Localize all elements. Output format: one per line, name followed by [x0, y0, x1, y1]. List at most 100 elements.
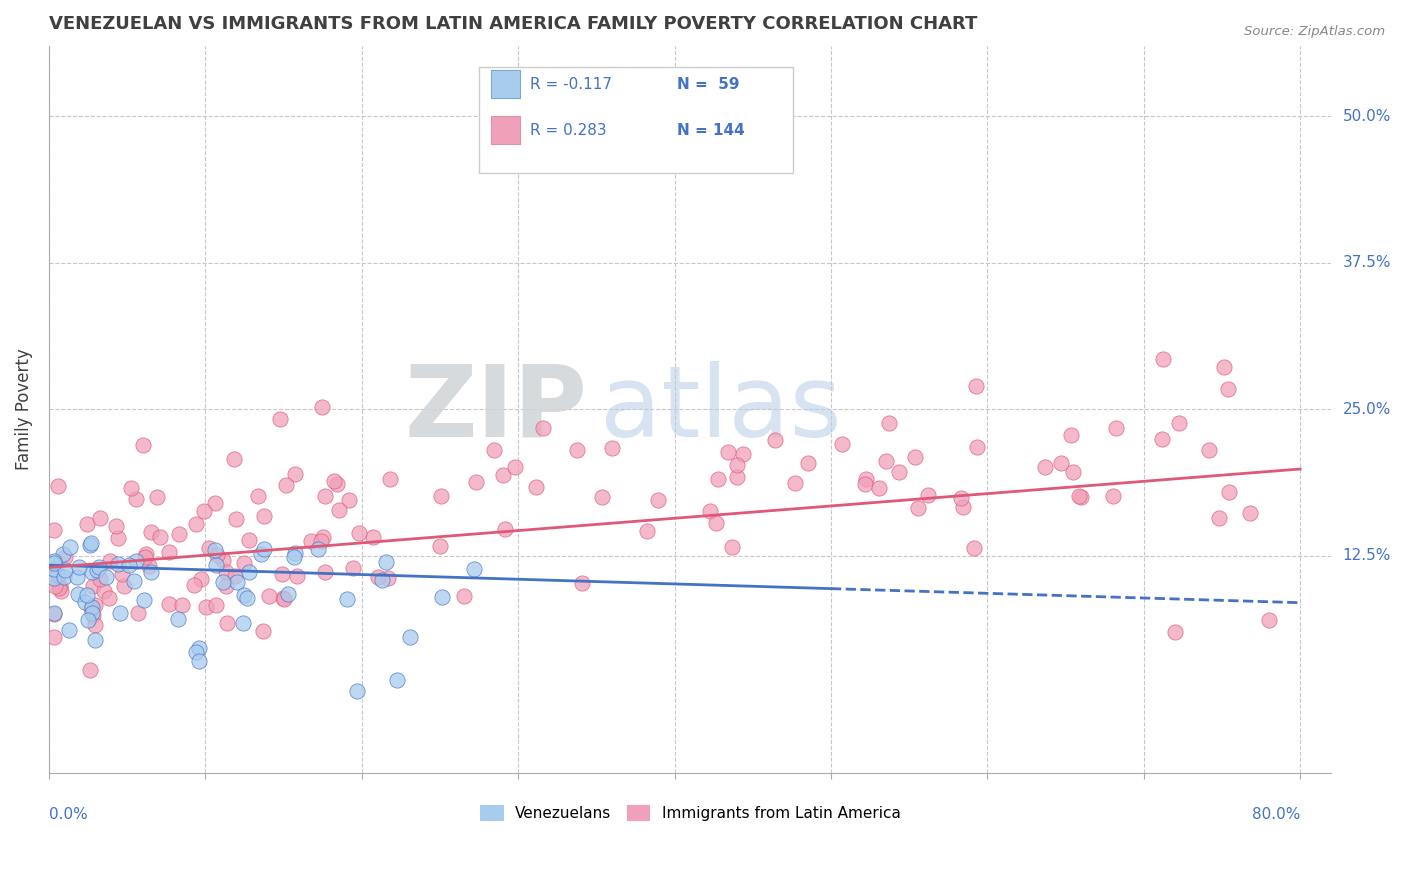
- Venezuelans: [82, 606, 104, 620]
- Venezuelans: [84, 632, 107, 647]
- Immigrants from Latin America: [44, 579, 66, 593]
- Venezuelans: [236, 591, 259, 606]
- Legend: Venezuelans, Immigrants from Latin America: Venezuelans, Immigrants from Latin Ameri…: [474, 799, 907, 827]
- Immigrants from Latin America: [89, 572, 111, 586]
- Venezuelans: [284, 546, 307, 560]
- Immigrants from Latin America: [503, 459, 526, 474]
- Immigrants from Latin America: [904, 450, 927, 465]
- Immigrants from Latin America: [247, 489, 270, 503]
- Immigrants from Latin America: [212, 552, 235, 566]
- Immigrants from Latin America: [907, 501, 929, 516]
- Immigrants from Latin America: [1152, 351, 1174, 366]
- Immigrants from Latin America: [796, 456, 818, 470]
- Immigrants from Latin America: [299, 534, 322, 549]
- Immigrants from Latin America: [159, 597, 181, 611]
- Immigrants from Latin America: [167, 527, 190, 541]
- Bar: [492, 70, 520, 98]
- Immigrants from Latin America: [917, 488, 939, 502]
- Immigrants from Latin America: [875, 454, 897, 468]
- Venezuelans: [238, 566, 260, 580]
- Immigrants from Latin America: [83, 617, 105, 632]
- Venezuelans: [87, 560, 110, 574]
- Venezuelans: [125, 553, 148, 567]
- Venezuelans: [107, 558, 129, 572]
- Immigrants from Latin America: [82, 608, 104, 623]
- Immigrants from Latin America: [571, 576, 593, 591]
- Venezuelans: [336, 591, 359, 606]
- Immigrants from Latin America: [1218, 485, 1240, 500]
- Venezuelans: [307, 542, 329, 557]
- Immigrants from Latin America: [453, 589, 475, 603]
- Venezuelans: [42, 554, 65, 568]
- Immigrants from Latin America: [699, 503, 721, 517]
- Immigrants from Latin America: [48, 581, 70, 595]
- Text: 50.0%: 50.0%: [1343, 109, 1391, 123]
- Venezuelans: [53, 570, 76, 584]
- Immigrants from Latin America: [98, 591, 121, 605]
- Immigrants from Latin America: [257, 590, 280, 604]
- Immigrants from Latin America: [361, 530, 384, 544]
- Immigrants from Latin America: [378, 472, 401, 486]
- Venezuelans: [82, 565, 104, 579]
- Immigrants from Latin America: [1150, 432, 1173, 446]
- Immigrants from Latin America: [377, 571, 399, 585]
- Immigrants from Latin America: [328, 503, 350, 517]
- Immigrants from Latin America: [104, 518, 127, 533]
- Immigrants from Latin America: [725, 458, 748, 472]
- Immigrants from Latin America: [193, 503, 215, 517]
- Immigrants from Latin America: [134, 549, 156, 564]
- Immigrants from Latin America: [309, 533, 332, 548]
- Immigrants from Latin America: [879, 417, 901, 431]
- Venezuelans: [232, 588, 254, 602]
- Venezuelans: [283, 549, 305, 564]
- Immigrants from Latin America: [349, 526, 371, 541]
- Immigrants from Latin America: [225, 512, 247, 526]
- Immigrants from Latin America: [494, 522, 516, 536]
- Immigrants from Latin America: [195, 600, 218, 615]
- Immigrants from Latin America: [591, 491, 613, 505]
- Immigrants from Latin America: [198, 541, 221, 556]
- Immigrants from Latin America: [965, 378, 987, 392]
- Immigrants from Latin America: [1212, 359, 1234, 374]
- Immigrants from Latin America: [531, 421, 554, 435]
- Venezuelans: [67, 587, 90, 601]
- Immigrants from Latin America: [1208, 511, 1230, 525]
- Immigrants from Latin America: [207, 548, 229, 562]
- Immigrants from Latin America: [314, 489, 336, 503]
- Text: ZIP: ZIP: [405, 360, 588, 458]
- Text: VENEZUELAN VS IMMIGRANTS FROM LATIN AMERICA FAMILY POVERTY CORRELATION CHART: VENEZUELAN VS IMMIGRANTS FROM LATIN AMER…: [49, 15, 977, 33]
- Text: 0.0%: 0.0%: [49, 807, 87, 822]
- Immigrants from Latin America: [42, 607, 65, 622]
- Immigrants from Latin America: [429, 539, 451, 553]
- Immigrants from Latin America: [492, 468, 515, 483]
- Immigrants from Latin America: [1105, 420, 1128, 434]
- Immigrants from Latin America: [112, 579, 135, 593]
- Immigrants from Latin America: [647, 493, 669, 508]
- Immigrants from Latin America: [183, 577, 205, 591]
- Venezuelans: [385, 673, 408, 687]
- Y-axis label: Family Poverty: Family Poverty: [15, 349, 32, 470]
- Immigrants from Latin America: [238, 533, 260, 547]
- Immigrants from Latin America: [124, 491, 146, 506]
- Immigrants from Latin America: [314, 566, 336, 580]
- Venezuelans: [67, 559, 90, 574]
- Immigrants from Latin America: [569, 109, 592, 123]
- Immigrants from Latin America: [141, 524, 163, 539]
- Bar: [478, 68, 793, 173]
- Immigrants from Latin America: [1069, 489, 1091, 503]
- Immigrants from Latin America: [51, 583, 73, 598]
- Immigrants from Latin America: [224, 569, 246, 583]
- Immigrants from Latin America: [224, 451, 246, 466]
- Venezuelans: [463, 562, 485, 576]
- Immigrants from Latin America: [82, 579, 104, 593]
- Venezuelans: [430, 590, 453, 604]
- Immigrants from Latin America: [270, 566, 292, 581]
- Venezuelans: [253, 542, 276, 557]
- Venezuelans: [211, 575, 233, 590]
- Immigrants from Latin America: [853, 477, 876, 491]
- Immigrants from Latin America: [89, 511, 111, 525]
- Immigrants from Latin America: [157, 545, 180, 559]
- Immigrants from Latin America: [464, 475, 486, 490]
- Immigrants from Latin America: [184, 516, 207, 531]
- Immigrants from Latin America: [132, 438, 155, 452]
